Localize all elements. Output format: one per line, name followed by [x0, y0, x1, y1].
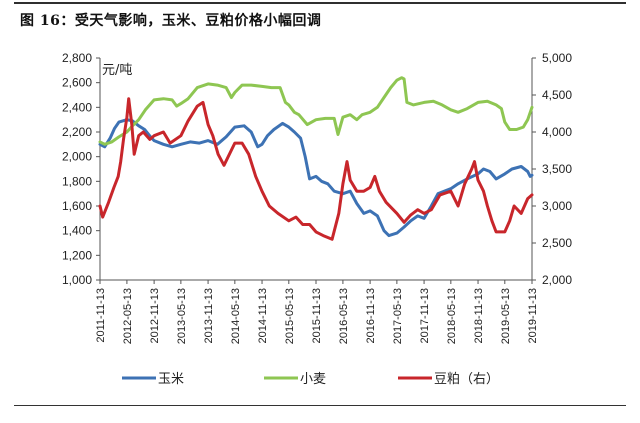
left-tick-label: 2,000	[62, 150, 92, 164]
right-tick-label: 2,500	[542, 236, 572, 250]
chart-title: 图 16：受天气影响，玉米、豆粕价格小幅回调	[20, 13, 322, 29]
x-tick-label: 2016-05-13	[338, 288, 350, 344]
series-line-3	[98, 97, 534, 241]
chart-legend: 玉米 小麦 豆粕（右）	[122, 372, 499, 387]
x-tick-label: 2015-05-13	[284, 288, 296, 344]
left-tick-label: 1,000	[62, 273, 92, 287]
legend-label-3: 豆粕（右）	[434, 372, 499, 387]
x-tick-label: 2015-11-13	[311, 288, 323, 343]
left-tick-label: 2,800	[62, 51, 92, 65]
x-tick-label: 2013-11-13	[203, 288, 215, 343]
right-tick-label: 4,000	[542, 125, 572, 139]
x-tick-label: 2018-11-13	[473, 288, 485, 343]
x-tick-label: 2012-11-13	[149, 288, 161, 343]
x-tick-label: 2012-05-13	[122, 288, 134, 344]
legend-label-2: 小麦	[300, 372, 326, 387]
series-line-1	[98, 118, 534, 238]
left-tick-label: 1,800	[62, 174, 92, 188]
top-rule	[14, 2, 626, 4]
x-tick-label: 2014-11-13	[257, 288, 269, 343]
left-tick-label: 2,200	[62, 125, 92, 139]
series-line-2	[98, 76, 534, 146]
x-tick-label: 2019-11-13	[527, 288, 539, 343]
legend-label-1: 玉米	[158, 372, 184, 387]
chart-series	[98, 76, 534, 241]
left-tick-label: 2,600	[62, 76, 92, 90]
right-tick-label: 5,000	[542, 51, 572, 65]
x-tick-label: 2017-05-13	[392, 288, 404, 344]
x-tick-label: 2019-05-13	[500, 288, 512, 344]
bottom-rule	[14, 405, 626, 406]
x-tick-label: 2011-11-13	[95, 288, 107, 343]
left-tick-label: 1,400	[62, 224, 92, 238]
right-tick-label: 4,500	[542, 88, 572, 102]
chart-axes: 1,000 1,200 1,400 1,600 1,800 2,000 2,200 2,400…	[62, 51, 572, 344]
x-tick-label: 2017-11-13	[419, 288, 431, 343]
right-tick-label: 3,500	[542, 162, 572, 176]
left-tick-label: 1,200	[62, 248, 92, 262]
left-tick-label: 2,400	[62, 100, 92, 114]
x-tick-label: 2018-05-13	[446, 288, 458, 344]
right-tick-label: 2,000	[542, 273, 572, 287]
x-tick-label: 2014-05-13	[230, 288, 242, 344]
x-tick-label: 2016-11-13	[365, 288, 377, 343]
x-tick-label: 2013-05-13	[176, 288, 188, 344]
left-tick-label: 1,600	[62, 199, 92, 213]
y-unit-label: 元/吨	[102, 63, 132, 78]
right-tick-label: 3,000	[542, 199, 572, 213]
